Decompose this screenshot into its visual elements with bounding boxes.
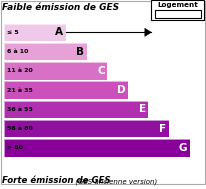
Text: B: B: [76, 47, 84, 57]
Bar: [4, 139, 190, 157]
Text: 21 à 35: 21 à 35: [7, 88, 33, 93]
Text: Logement: Logement: [157, 2, 198, 8]
Text: ≤ 5: ≤ 5: [7, 30, 18, 35]
Text: A: A: [55, 27, 63, 37]
Bar: [4, 81, 128, 99]
Bar: [4, 43, 87, 60]
Bar: [155, 10, 201, 18]
Text: C: C: [97, 66, 105, 76]
Bar: [4, 62, 107, 80]
Polygon shape: [145, 28, 151, 36]
Text: E: E: [139, 105, 146, 114]
Text: 36 à 55: 36 à 55: [7, 107, 33, 112]
Bar: [4, 43, 87, 60]
Text: Forte émission de GES: Forte émission de GES: [2, 176, 111, 185]
Bar: [151, 0, 204, 20]
Text: 6 à 10: 6 à 10: [7, 49, 28, 54]
Bar: [4, 101, 148, 118]
Text: > 80: > 80: [7, 146, 23, 150]
Text: Faible émission de GES: Faible émission de GES: [2, 3, 119, 12]
Text: 11 à 20: 11 à 20: [7, 68, 32, 73]
Bar: [4, 24, 66, 41]
Bar: [4, 62, 107, 80]
Bar: [4, 101, 148, 118]
Bar: [4, 120, 169, 137]
Bar: [4, 81, 128, 99]
Text: G: G: [179, 143, 187, 153]
Bar: [4, 139, 190, 157]
Text: 56 à 80: 56 à 80: [7, 126, 32, 131]
Bar: [4, 120, 169, 137]
Text: F: F: [159, 124, 166, 134]
Bar: [4, 24, 66, 41]
Text: (GES ancienne version): (GES ancienne version): [73, 179, 157, 185]
Text: D: D: [117, 85, 125, 95]
